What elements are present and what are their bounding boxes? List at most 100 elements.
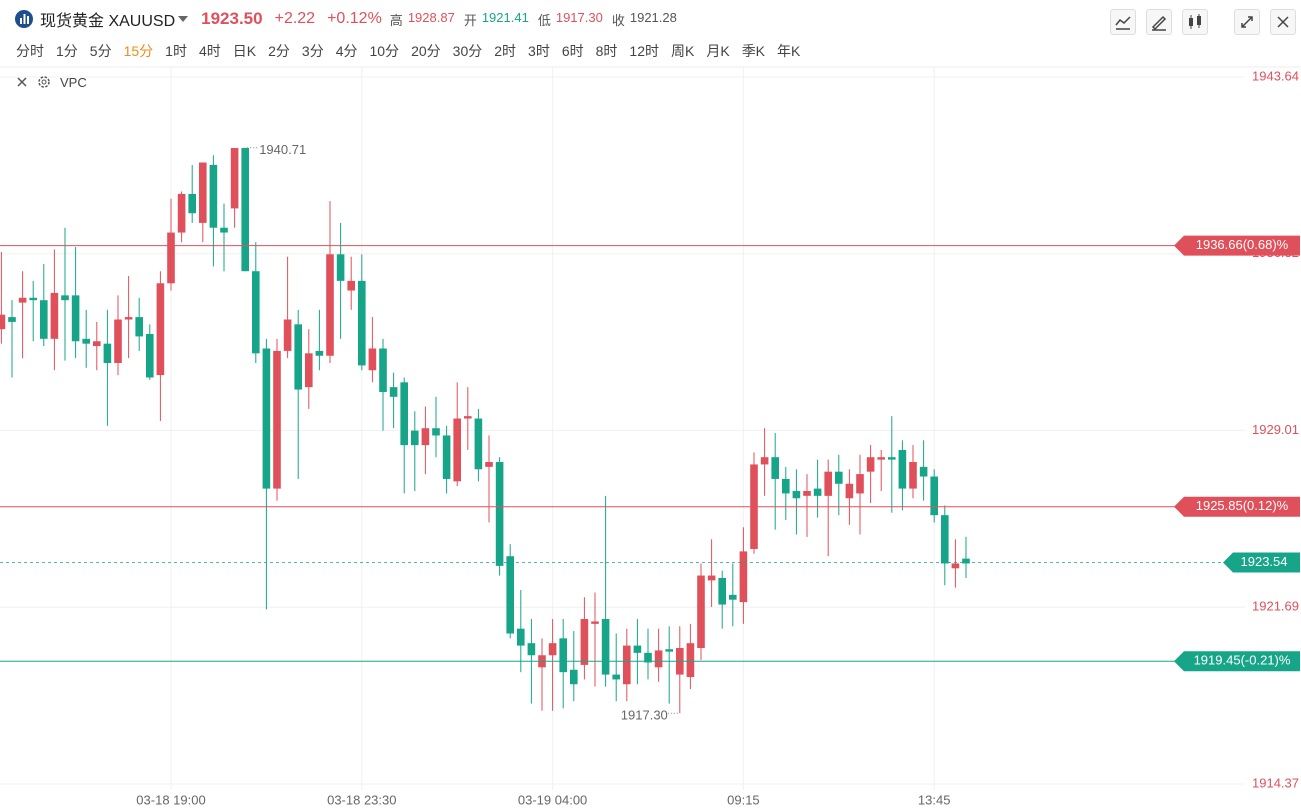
indicator-name: VPC <box>60 74 87 90</box>
period-tab[interactable]: 8时 <box>595 43 618 59</box>
candle-body <box>421 428 430 446</box>
period-tab[interactable]: 2分 <box>268 43 290 59</box>
candle-body <box>824 471 832 496</box>
tool-candle[interactable] <box>1182 9 1208 35</box>
indicator-row: VPC <box>16 74 87 90</box>
candle-body <box>442 435 451 479</box>
stat-label: 高 <box>389 12 403 28</box>
candle-body <box>633 645 642 653</box>
period-tab[interactable]: 4时 <box>198 43 221 59</box>
candle-body <box>432 428 440 436</box>
price-tag <box>1174 651 1300 672</box>
period-tab[interactable]: 6时 <box>561 43 584 59</box>
candle-body <box>845 483 854 499</box>
x-tick-label: 09:15 <box>727 792 760 807</box>
period-tab[interactable]: 周K <box>671 43 695 59</box>
candle-body <box>326 254 334 356</box>
candle-body <box>495 462 504 566</box>
candle-body <box>209 164 218 228</box>
candle-body <box>188 193 196 214</box>
candle-body <box>559 638 567 673</box>
candle-body <box>697 575 705 649</box>
candle-body <box>517 628 525 646</box>
period-tab[interactable]: 12时 <box>629 43 659 59</box>
change-pct: +0.12% <box>327 10 382 27</box>
period-tab[interactable]: 3分 <box>301 43 324 59</box>
candle-body <box>601 619 610 675</box>
change: +2.22 <box>274 10 316 27</box>
candle-body <box>262 348 271 489</box>
period-tab[interactable]: 分时 <box>16 43 44 59</box>
candle-body <box>241 148 249 272</box>
candle-body <box>411 430 419 446</box>
tool-fullscreen[interactable] <box>1234 9 1260 35</box>
period-tab[interactable]: 15分 <box>123 43 154 59</box>
candle-body <box>305 353 313 388</box>
period-tab[interactable]: 5分 <box>89 43 112 59</box>
period-tab[interactable]: 20分 <box>411 43 441 59</box>
candle-body <box>591 621 599 624</box>
candle-body <box>358 280 366 366</box>
candle-body <box>654 650 663 668</box>
period-tab[interactable]: 10分 <box>369 43 400 59</box>
candle-body <box>71 295 80 342</box>
period-bar: 分时 1分 5分 15分 1时 4时 日K 2分 3分 4分 10分 20分 30分 2时 3时 6时 8时 12… <box>16 41 800 61</box>
candle-body <box>898 449 907 489</box>
candle-body <box>50 292 59 339</box>
candle-body <box>283 319 292 351</box>
candle-body <box>0 314 6 330</box>
tool-line[interactable] <box>1110 9 1136 35</box>
period-tab[interactable]: 2时 <box>494 43 517 59</box>
candle-body <box>888 457 896 460</box>
period-tab[interactable]: 季K <box>741 43 766 59</box>
x-tick-label: 03-19 04:00 <box>518 792 587 807</box>
candle-body <box>294 324 302 390</box>
candle-body <box>570 669 578 685</box>
candle-body <box>177 193 186 233</box>
y-tick-label: 1943.64 <box>1252 68 1299 83</box>
candle-body <box>951 563 960 569</box>
period-tab[interactable]: 4分 <box>335 43 358 59</box>
candle-body <box>580 619 589 665</box>
candle-body <box>623 645 631 685</box>
dropdown-arrow[interactable] <box>175 14 191 24</box>
candle-body <box>686 643 695 677</box>
candle-body <box>40 300 48 339</box>
period-tab[interactable]: 月K <box>706 43 730 59</box>
candle-body <box>835 471 843 484</box>
candle-body <box>368 348 377 371</box>
candle-body <box>644 652 652 663</box>
low-marker-label: 1917.30 <box>621 708 668 723</box>
candle-body <box>400 382 408 446</box>
candle-body <box>771 457 779 479</box>
tool-draw[interactable] <box>1146 9 1172 35</box>
tool-close[interactable] <box>1270 9 1296 35</box>
candle-body <box>230 148 239 209</box>
candle-body <box>464 416 472 419</box>
candle-body <box>29 297 37 301</box>
period-tab[interactable]: 1分 <box>56 43 78 59</box>
candle-body <box>877 457 885 460</box>
period-tab[interactable]: 1时 <box>165 43 187 59</box>
candle-body <box>527 643 536 656</box>
x-tick-label: 03-18 23:30 <box>327 792 396 807</box>
x-tick-label: 03-18 19:00 <box>136 792 205 807</box>
candle-body <box>82 338 90 344</box>
candle-body <box>273 350 281 489</box>
candle-body <box>707 575 716 581</box>
price-tag-label: 1925.85(0.12)% <box>1196 498 1289 513</box>
period-tab[interactable]: 年K <box>777 43 801 59</box>
stat-label: 收 <box>611 12 625 28</box>
period-tab[interactable]: 3时 <box>528 43 550 59</box>
period-tab[interactable]: 日K <box>232 43 257 59</box>
settings-icon[interactable] <box>36 74 52 90</box>
close-icon[interactable] <box>16 76 28 88</box>
y-tick-label: 1921.69 <box>1252 599 1299 614</box>
symbol-title[interactable]: 现货黄金 XAUUSD <box>40 13 176 30</box>
price-tag <box>1174 235 1300 256</box>
header: 现货黄金 XAUUSD 1923.50 +2.22 +0.12% 高 1928.8… <box>14 8 681 30</box>
period-tab[interactable]: 30分 <box>452 43 483 59</box>
candle-body <box>506 556 514 634</box>
candle-body <box>782 478 790 494</box>
